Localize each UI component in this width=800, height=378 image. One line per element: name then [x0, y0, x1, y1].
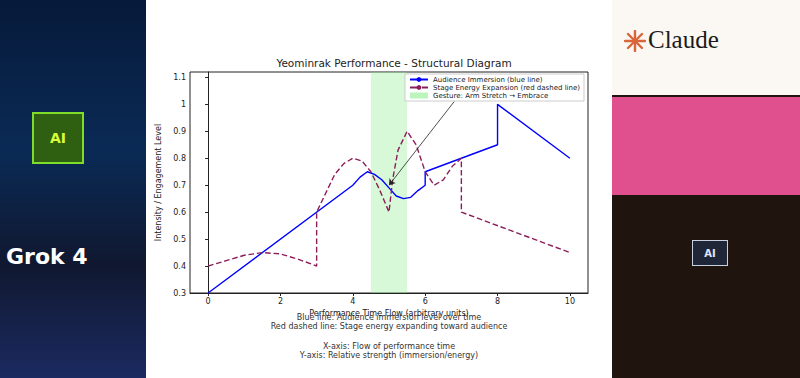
- html-text:AI: AI: [704, 247, 716, 259]
- svg-text:Stage Energy Expansion (red da: Stage Energy Expansion (red dashed line): [433, 84, 580, 92]
- svg-text:Red dashed line: Stage energy: Red dashed line: Stage energy expanding …: [271, 322, 508, 331]
- svg-text:Audience Immersion (blue line): Audience Immersion (blue line): [433, 76, 543, 84]
- svg-text:0.7: 0.7: [173, 181, 186, 190]
- svg-text:0.3: 0.3: [173, 289, 186, 298]
- html-text:AI: AI: [50, 130, 66, 146]
- svg-text:Yeominrak Performance - Struct: Yeominrak Performance - Structural Diagr…: [275, 57, 511, 69]
- html-text:Grok 4: Grok 4: [6, 244, 88, 269]
- svg-text:X-axis: Flow of performance ti: X-axis: Flow of performance time: [323, 342, 455, 351]
- html-text:Claude: Claude: [648, 26, 719, 53]
- svg-text:2: 2: [278, 297, 283, 306]
- svg-text:10: 10: [565, 297, 575, 306]
- svg-text:1: 1: [181, 100, 186, 109]
- svg-text:0.6: 0.6: [173, 208, 186, 217]
- svg-text:0: 0: [206, 297, 211, 306]
- svg-text:Intensity / Engagement Level: Intensity / Engagement Level: [154, 124, 163, 241]
- svg-text:Y-axis: Relative strength (imm: Y-axis: Relative strength (immersion/ene…: [299, 351, 478, 360]
- svg-text:Gesture: Arm Stretch → Embrace: Gesture: Arm Stretch → Embrace: [433, 92, 548, 100]
- svg-text:0.8: 0.8: [173, 154, 186, 163]
- svg-text:0.4: 0.4: [173, 262, 186, 271]
- svg-text:6: 6: [423, 297, 428, 306]
- svg-text:1.1: 1.1: [173, 73, 186, 82]
- svg-text:8: 8: [495, 297, 500, 306]
- svg-text:4: 4: [350, 297, 355, 306]
- svg-text:0.5: 0.5: [173, 235, 186, 244]
- svg-text:0.9: 0.9: [173, 127, 186, 136]
- svg-text:Performance Time Flow (arbitra: Performance Time Flow (arbitrary units): [309, 309, 468, 318]
